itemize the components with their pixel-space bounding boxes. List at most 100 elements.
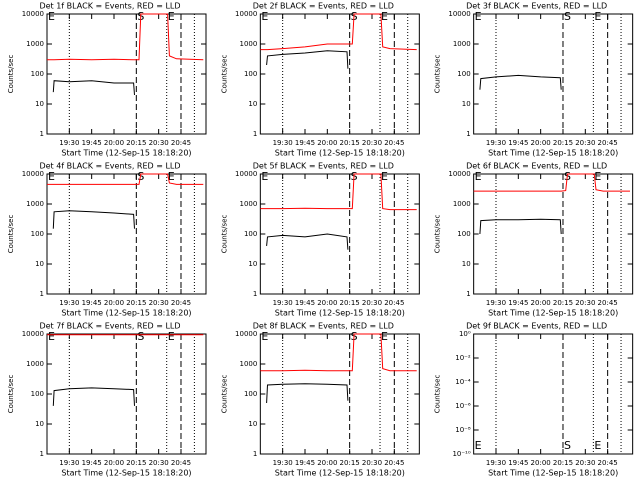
annotation: E [594, 439, 601, 452]
x-tick-label: 19:30 [486, 139, 506, 147]
y-tick-label: 100 [31, 230, 44, 238]
x-tick-label: 20:30 [362, 299, 382, 307]
data-line [47, 173, 204, 185]
plot-frame [46, 333, 207, 455]
chart-title: Det 1f BLACK = Events, RED = LLD [39, 2, 180, 11]
plot-frame [259, 13, 420, 135]
x-tick-label: 20:45 [598, 459, 618, 467]
y-tick-label: 10 [248, 260, 257, 268]
x-tick-label: 20:00 [531, 459, 551, 467]
x-tick-label: 20:00 [531, 299, 551, 307]
x-tick-label: 20:15 [553, 299, 573, 307]
annotation: E [475, 170, 482, 183]
y-axis-label: Counts/sec [220, 55, 228, 94]
x-tick-label: 20:45 [171, 459, 191, 467]
chart-title: Det 3f BLACK = Events, RED = LLD [466, 2, 607, 11]
y-tick-label: 10000 [22, 170, 44, 178]
x-tick-label: 19:45 [82, 139, 102, 147]
y-tick-label: 10 [462, 260, 471, 268]
y-axis-label: Counts/sec [7, 215, 15, 254]
x-tick-label: 20:30 [575, 459, 595, 467]
x-tick-label: 19:45 [82, 459, 102, 467]
x-tick-label: 19:45 [295, 299, 315, 307]
x-axis-label: Start Time (12-Sep-15 18:18:20) [61, 149, 191, 158]
chart-title: Det 2f BLACK = Events, RED = LLD [253, 2, 394, 11]
annotation: E [381, 330, 388, 343]
x-tick-label: 20:15 [126, 139, 146, 147]
plot-frame [46, 13, 207, 135]
y-axis-label: Counts/sec [220, 215, 228, 254]
y-tick-label: 10⁻⁶ [455, 402, 471, 410]
annotation: E [381, 10, 388, 23]
plot-frame [46, 173, 207, 295]
x-tick-label: 20:30 [149, 299, 169, 307]
x-axis-label: Start Time (12-Sep-15 18:18:20) [275, 149, 405, 158]
x-axis-label: Start Time (12-Sep-15 18:18:20) [61, 309, 191, 318]
x-tick-label: 19:45 [82, 299, 102, 307]
y-tick-label: 10 [248, 420, 257, 428]
x-tick-label: 20:15 [340, 459, 360, 467]
y-tick-label: 10000 [22, 10, 44, 18]
data-line [266, 50, 349, 69]
chart-title: Det 7f BLACK = Events, RED = LLD [39, 322, 180, 331]
x-tick-label: 20:00 [317, 459, 337, 467]
y-axis-label: Counts/sec [7, 55, 15, 94]
chart-title: Det 4f BLACK = Events, RED = LLD [39, 162, 180, 171]
x-axis-label: Start Time (12-Sep-15 18:18:20) [488, 469, 618, 478]
x-axis-label: Start Time (12-Sep-15 18:18:20) [61, 469, 191, 478]
x-tick-label: 19:30 [486, 459, 506, 467]
x-tick-label: 19:45 [295, 139, 315, 147]
y-tick-label: 10⁻² [455, 354, 471, 362]
x-tick-label: 19:30 [486, 299, 506, 307]
data-line [473, 173, 630, 192]
x-tick-label: 20:00 [317, 139, 337, 147]
y-tick-label: 1000 [26, 360, 44, 368]
annotation: S [564, 439, 571, 452]
y-tick-label: 1 [466, 130, 470, 138]
y-tick-label: 1000 [240, 360, 258, 368]
chart-title: Det 8f BLACK = Events, RED = LLD [253, 322, 394, 331]
y-tick-label: 1000 [26, 200, 44, 208]
chart-title: Det 6f BLACK = Events, RED = LLD [466, 162, 607, 171]
chart-title: Det 5f BLACK = Events, RED = LLD [253, 162, 394, 171]
x-tick-label: 19:30 [59, 459, 79, 467]
x-tick-label: 20:45 [384, 139, 404, 147]
y-tick-label: 10000 [235, 170, 257, 178]
y-axis-label: Counts/sec [434, 375, 442, 414]
y-tick-label: 1 [253, 130, 257, 138]
y-axis-label: Counts/sec [434, 215, 442, 254]
x-tick-label: 19:45 [508, 299, 528, 307]
x-tick-label: 20:00 [104, 299, 124, 307]
data-line [479, 218, 562, 235]
x-tick-label: 20:45 [171, 299, 191, 307]
x-tick-label: 20:30 [575, 139, 595, 147]
x-tick-label: 20:15 [126, 299, 146, 307]
x-axis-label: Start Time (12-Sep-15 18:18:20) [488, 309, 618, 318]
x-tick-label: 20:15 [126, 459, 146, 467]
x-tick-label: 20:45 [171, 139, 191, 147]
x-tick-label: 20:30 [362, 139, 382, 147]
data-line [260, 13, 417, 51]
data-line [260, 333, 417, 372]
y-tick-label: 1 [40, 130, 44, 138]
y-tick-label: 10 [248, 100, 257, 108]
y-tick-label: 1 [466, 290, 470, 298]
plot-frame [473, 173, 634, 295]
chart-title: Det 9f BLACK = Events, RED = LLD [466, 322, 607, 331]
y-tick-label: 100 [244, 70, 257, 78]
x-tick-label: 20:15 [340, 299, 360, 307]
annotation: E [168, 330, 175, 343]
y-axis-label: Counts/sec [7, 375, 15, 414]
x-tick-label: 20:00 [104, 139, 124, 147]
y-tick-label: 1000 [453, 40, 471, 48]
annotation: E [594, 10, 601, 23]
x-tick-label: 20:30 [149, 459, 169, 467]
x-tick-label: 20:00 [104, 459, 124, 467]
x-tick-label: 20:30 [362, 459, 382, 467]
x-tick-label: 20:45 [384, 299, 404, 307]
x-axis-label: Start Time (12-Sep-15 18:18:20) [275, 469, 405, 478]
data-line [52, 210, 135, 229]
y-tick-label: 100 [31, 390, 44, 398]
